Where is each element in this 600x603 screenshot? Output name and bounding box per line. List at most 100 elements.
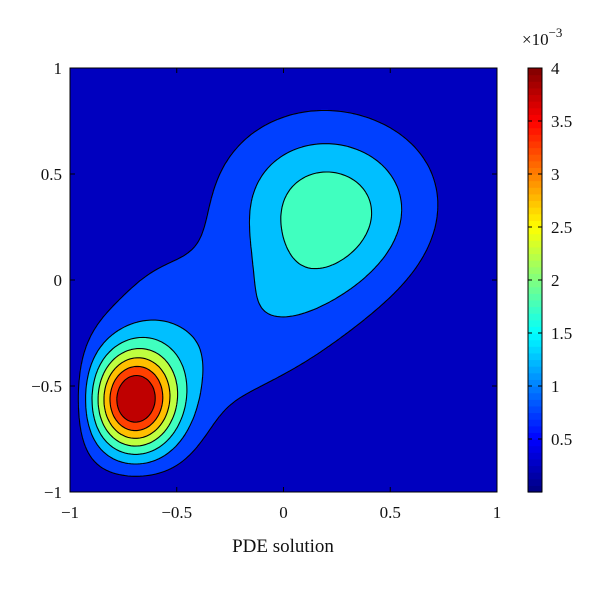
x-tick-label: 0.5 [380,503,401,522]
colorbar-segment [528,405,542,414]
colorbar-segment [528,187,542,195]
colorbar-segment [528,134,542,142]
colorbar-segment [528,319,542,327]
colorbar-segment [528,293,542,301]
colorbar-exponent-base: ×10 [522,30,549,49]
colorbar-segment [528,286,542,294]
x-tick-label: 1 [493,503,502,522]
colorbar-segment [528,372,542,380]
colorbar-segment [528,68,542,76]
colorbar-segment [528,273,542,281]
colorbar-segment [528,193,542,202]
colorbar-segment [528,386,542,394]
colorbar-segment [528,346,542,354]
contour-line-2_5 [103,357,171,439]
colorbar-segment [528,81,542,89]
colorbar-segment [528,154,542,162]
colorbar-tick-label: 1.5 [551,324,572,343]
colorbar-tick-label: 2.5 [551,218,572,237]
colorbar-segment [528,114,542,122]
colorbar-tick-label: 0.5 [551,430,572,449]
colorbar-segment [528,445,542,453]
colorbar-segment [528,485,542,493]
colorbar-segment [528,326,542,334]
colorbar-segment [528,306,542,314]
colorbar-segment [528,74,542,82]
colorbar-segment [528,207,542,215]
colorbar-segment [528,352,542,361]
colorbar-segment [528,107,542,115]
colorbar-segment [528,452,542,460]
colorbar [527,67,543,493]
y-tick-label: −1 [44,483,62,502]
colorbar-segment [528,472,542,480]
colorbar-tick-label: 3 [551,165,560,184]
colorbar-segment [528,127,542,135]
contour-line-3_5 [116,374,156,423]
colorbar-segment [528,233,542,241]
colorbar-segment [528,439,542,447]
x-tick-label: −0.5 [161,503,192,522]
contour-line-2 [97,347,179,447]
y-tick-label: 0 [54,271,63,290]
contour-line-1_5 [91,171,373,455]
y-axis: −1 −0.5 0 0.5 1 [31,59,497,502]
colorbar-tick-label: 1 [551,377,560,396]
colorbar-segment [528,147,542,155]
contour-fill [70,68,497,492]
colorbar-segment [528,220,542,228]
y-tick-label: 1 [54,59,63,78]
contour-line-3 [109,365,164,432]
colorbar-tick-label: 2 [551,271,560,290]
colorbar-segment [528,213,542,221]
colorbar-segment [528,121,542,129]
x-axis: −1 −0.5 0 0.5 1 [61,68,501,522]
colorbar-segment [528,180,542,188]
colorbar-segment [528,200,542,208]
colorbar-segment [528,425,542,433]
contour-line-0_5 [77,109,439,477]
colorbar-ticks: 0.5 1 1.5 2 2.5 3 3.5 4 [528,59,572,449]
x-axis-label: PDE solution [232,536,334,557]
x-tick-label: −1 [61,503,79,522]
colorbar-segment [528,339,542,347]
colorbar-segment [528,87,542,96]
colorbar-tick-label: 3.5 [551,112,572,131]
colorbar-segment [528,392,542,400]
colorbar-segment [528,227,542,235]
colorbar-segment [528,246,542,255]
colorbar-segment [528,412,542,420]
contour-line-1 [85,143,403,465]
colorbar-segment [528,260,542,268]
colorbar-segment [528,253,542,261]
colorbar-segment [528,379,542,387]
x-tick-label: 0 [279,503,288,522]
colorbar-segment [528,174,542,182]
colorbar-segment [528,167,542,175]
colorbar-segment [528,101,542,109]
colorbar-segment [528,465,542,473]
colorbar-segment [528,266,542,274]
plot-area [69,67,498,493]
colorbar-segment [528,458,542,467]
colorbar-segment [528,140,542,149]
colorbar-segment [528,299,542,308]
colorbar-exponent: ×10−3 [522,25,562,49]
colorbar-segment [528,359,542,367]
colorbar-segment [528,280,542,288]
colorbar-segment [528,478,542,486]
y-tick-label: −0.5 [31,377,62,396]
colorbar-segment [528,333,542,341]
colorbar-segment [528,160,542,168]
colorbar-exponent-power: −3 [549,25,563,40]
colorbar-tick-label: 4 [551,59,560,78]
colorbar-segment [528,366,542,374]
colorbar-segment [528,419,542,427]
colorbar-segment [528,399,542,407]
colorbar-segment [528,313,542,321]
colorbar-segment [528,432,542,440]
colorbar-segment [528,240,542,248]
colorbar-segment [528,94,542,102]
y-tick-label: 0.5 [41,165,62,184]
